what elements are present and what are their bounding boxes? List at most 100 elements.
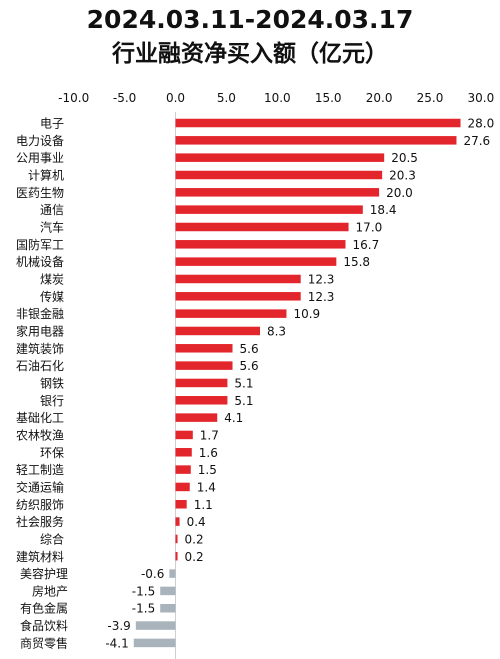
value-label: 5.6 — [240, 359, 259, 373]
value-label: 0.2 — [185, 532, 204, 546]
value-label: 28.0 — [468, 117, 495, 131]
bar — [175, 430, 193, 440]
x-tick-label: 25.0 — [417, 91, 444, 105]
bar — [175, 118, 461, 128]
chart-title: 2024.03.11-2024.03.17 — [86, 5, 414, 34]
value-label: 18.4 — [370, 203, 397, 217]
category-label: 电子 — [40, 117, 64, 131]
bar — [175, 292, 301, 301]
category-label: 非银金融 — [16, 306, 64, 321]
category-label: 银行 — [40, 394, 64, 408]
value-label: 16.7 — [353, 238, 380, 252]
category-label: 综合 — [40, 531, 64, 546]
category-label: 汽车 — [40, 219, 64, 234]
value-label: 20.3 — [389, 168, 416, 182]
x-tick-label: 20.0 — [366, 91, 393, 105]
value-label: -0.6 — [141, 567, 164, 581]
value-label: 1.4 — [197, 480, 216, 494]
x-tick-label: 0.0 — [166, 91, 185, 105]
bar — [175, 188, 380, 197]
category-label: 传媒 — [40, 289, 64, 304]
bar — [160, 603, 176, 613]
category-label: 机械设备 — [16, 254, 64, 269]
category-label: 社会服务 — [16, 514, 64, 529]
x-tick-label: -5.0 — [113, 91, 136, 105]
bar — [175, 170, 383, 180]
value-label: 1.6 — [199, 446, 218, 460]
category-label: 基础化工 — [16, 411, 64, 425]
value-label: -1.5 — [132, 602, 155, 616]
category-label: 国防军工 — [16, 237, 64, 252]
bar — [175, 257, 337, 266]
value-label: 1.7 — [200, 428, 219, 442]
category-label: 房地产 — [32, 583, 68, 598]
category-label: 建筑材料 — [16, 549, 64, 564]
x-tick-label: 30.0 — [468, 91, 495, 105]
value-label: 12.3 — [308, 272, 335, 286]
chart-subtitle: 行业融资净买入额（亿元） — [112, 41, 388, 67]
value-label: 17.0 — [356, 220, 383, 234]
category-label: 电力设备 — [16, 134, 64, 148]
category-label: 通信 — [40, 203, 64, 217]
value-label: -1.5 — [132, 584, 155, 598]
bar — [175, 274, 301, 284]
bar — [175, 517, 180, 526]
bar — [175, 552, 178, 561]
category-label: 石油石化 — [16, 359, 64, 373]
category-label: 食品饮料 — [20, 618, 68, 633]
bar — [175, 222, 349, 232]
value-label: 10.9 — [293, 307, 320, 321]
x-axis-ticks: -10.0 -5.0 0.0 5.0 10.0 15.0 20.0 25.0 30.0 — [58, 91, 494, 105]
bar — [175, 326, 260, 336]
category-label: 建筑装饰 — [16, 341, 64, 356]
category-label: 钢铁 — [40, 376, 64, 390]
bar — [175, 534, 178, 544]
category-label: 公用事业 — [16, 151, 64, 165]
category-label: 有色金属 — [20, 601, 68, 616]
value-label: 5.1 — [234, 394, 253, 408]
value-label: 4.1 — [224, 411, 243, 425]
bars-group: 电子 28.0 电力设备 27.6 公用事业 20.5 计算机 20.3 医药生物 20.0 通信 1… — [16, 117, 494, 651]
bar — [175, 378, 228, 388]
bar — [175, 500, 187, 509]
value-label: 27.6 — [463, 134, 490, 148]
value-label: 5.1 — [234, 376, 253, 390]
value-label: -3.9 — [107, 619, 130, 633]
x-tick-label: 10.0 — [264, 91, 291, 105]
value-label: 20.5 — [391, 151, 418, 165]
value-label: 12.3 — [308, 290, 335, 304]
value-label: 15.8 — [343, 255, 370, 269]
bar — [175, 448, 192, 457]
value-label: -4.1 — [105, 636, 128, 650]
bar — [175, 309, 287, 318]
bar — [175, 482, 190, 492]
bar — [175, 413, 218, 422]
bar — [175, 361, 233, 370]
category-label: 美容护理 — [20, 566, 68, 581]
bar — [175, 205, 363, 214]
category-label: 家用电器 — [16, 323, 64, 338]
category-label: 纺织服饰 — [16, 498, 64, 512]
bar — [175, 240, 346, 249]
value-label: 20.0 — [386, 186, 413, 200]
value-label: 0.4 — [187, 515, 206, 529]
bar — [175, 396, 228, 405]
bar — [135, 621, 176, 630]
value-label: 1.5 — [198, 463, 217, 477]
bar — [175, 344, 233, 353]
bar — [175, 153, 385, 162]
bar — [160, 586, 176, 596]
category-label: 商贸零售 — [20, 635, 68, 650]
bar — [133, 638, 176, 648]
x-tick-label: 15.0 — [315, 91, 342, 105]
category-label: 轻工制造 — [16, 463, 64, 477]
value-label: 0.2 — [185, 550, 204, 564]
category-label: 农林牧渔 — [16, 428, 64, 442]
category-label: 煤炭 — [40, 272, 64, 286]
category-label: 医药生物 — [16, 186, 64, 200]
bar — [175, 136, 457, 145]
value-label: 8.3 — [267, 324, 286, 338]
x-tick-label: -10.0 — [58, 91, 89, 105]
bar — [169, 569, 176, 578]
